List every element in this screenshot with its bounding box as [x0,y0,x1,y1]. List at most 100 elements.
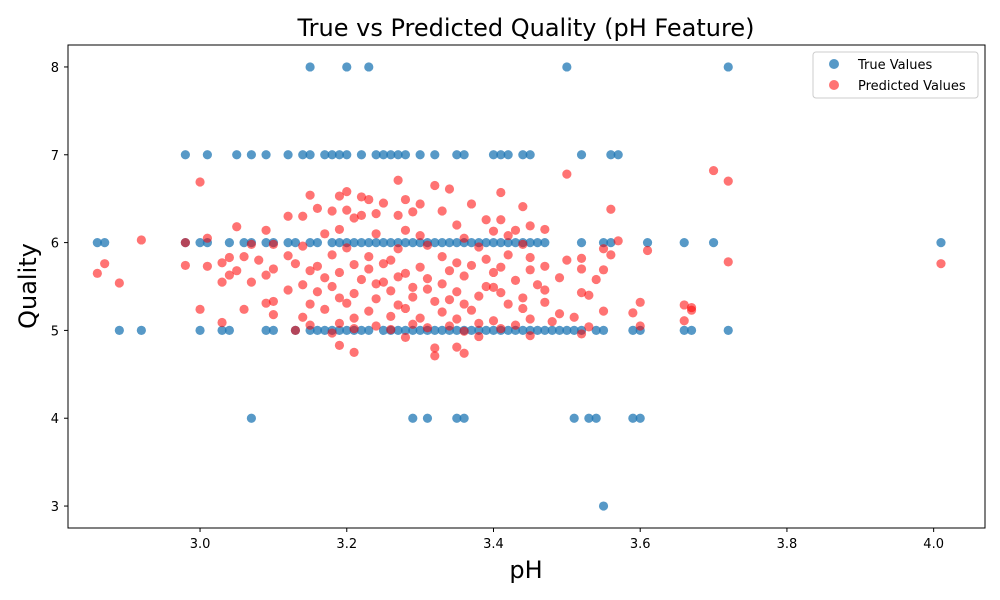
data-point [562,169,572,179]
data-point [430,351,440,361]
x-tick-label: 3.8 [777,537,798,552]
data-point [510,225,521,235]
data-point [430,150,440,160]
data-point [474,331,484,342]
x-tick-label: 3.2 [336,537,357,552]
data-point [540,237,550,248]
data-point [525,265,535,275]
data-point [268,264,279,274]
data-point [386,150,396,160]
data-point [364,325,374,336]
data-point [576,329,587,339]
data-point [378,277,389,287]
data-point [378,150,389,160]
data-point [576,237,587,248]
data-point [936,259,946,269]
data-point [224,270,234,280]
data-point [525,314,535,324]
data-point [246,150,256,160]
data-point [481,281,491,292]
data-point [628,325,638,336]
data-point [415,199,425,209]
data-point [679,325,689,336]
data-point [408,282,418,292]
data-point [503,250,513,260]
data-point [320,229,330,239]
data-point [422,323,433,333]
data-point [195,304,205,314]
data-point [562,255,572,265]
data-point [408,413,418,423]
data-point [540,285,550,295]
data-point [576,288,587,298]
data-point [496,215,506,225]
data-point [598,325,609,336]
legend-marker-predicted-values [829,80,839,90]
data-point [371,209,381,219]
data-point [708,165,719,176]
data-point [349,347,359,357]
data-point [708,237,719,248]
data-point [232,150,242,160]
data-point [576,150,587,160]
legend-label-predicted-values: Predicted Values [858,79,966,94]
data-point [518,239,528,249]
data-point [474,291,484,301]
data-point [635,297,645,307]
data-point [584,322,594,332]
data-point [364,306,374,316]
data-point [532,280,543,290]
data-point [496,288,506,298]
data-point [371,279,381,289]
x-axis-label: pH [509,556,542,584]
data-point [305,299,315,309]
data-point [239,237,249,248]
data-point [459,150,469,160]
data-point [305,237,315,248]
data-point [591,413,601,423]
data-point [503,237,513,248]
data-point [202,233,212,243]
data-point [92,237,102,248]
data-point [598,501,609,511]
data-point [327,206,337,216]
data-point [371,294,381,304]
data-point [393,300,403,310]
data-point [268,325,279,336]
data-point [459,326,469,336]
data-point [430,325,440,336]
data-point [415,325,425,336]
data-point [466,260,477,271]
data-point [488,282,499,292]
data-point [562,62,572,72]
data-point [261,225,271,235]
data-point [386,237,396,248]
data-point [598,265,609,275]
data-point [481,325,491,336]
data-point [452,413,462,423]
data-point [217,258,227,268]
data-point [342,298,352,308]
data-point [305,320,315,330]
data-point [540,297,550,307]
data-point [408,292,418,302]
data-point [532,325,543,336]
data-point [408,319,418,329]
data-point [540,261,550,271]
data-point [452,220,462,230]
data-point [378,325,389,336]
data-point [232,266,242,276]
data-point [334,293,345,303]
data-point [422,413,433,423]
data-point [342,150,352,160]
data-point [305,150,315,160]
data-point [371,229,381,239]
data-point [283,237,293,248]
data-point [283,150,293,160]
data-point [437,206,447,216]
data-point [613,150,623,160]
data-points [92,62,946,511]
data-point [518,293,528,303]
data-point [114,278,124,288]
